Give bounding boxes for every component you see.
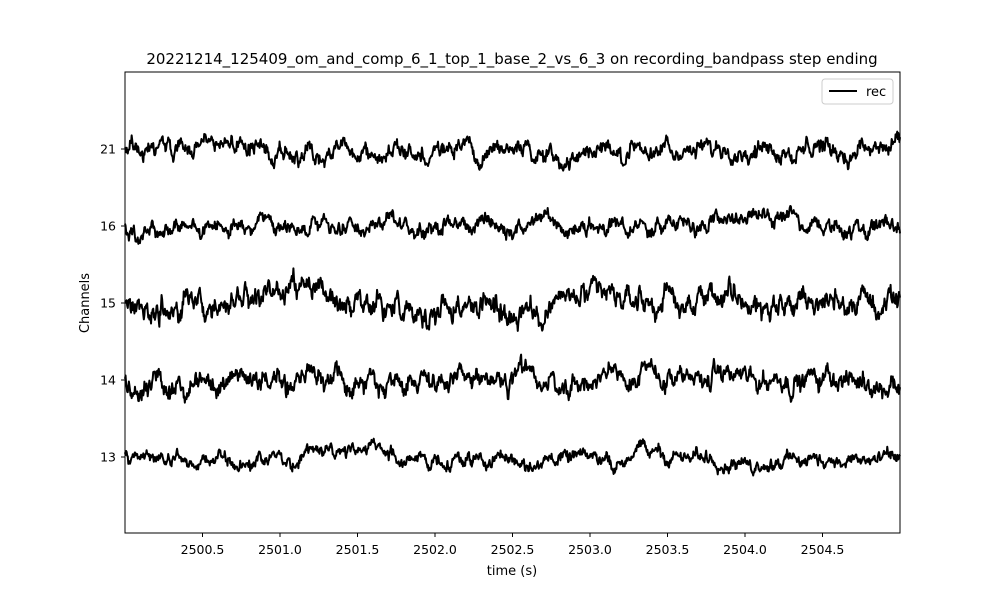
trace-channel-14 — [124, 353, 901, 404]
x-tick-label: 2501.0 — [258, 542, 302, 557]
x-tick-label: 2503.0 — [568, 542, 612, 557]
y-tick-label: 14 — [100, 373, 116, 388]
y-tick-label: 13 — [100, 450, 116, 465]
trace-channel-21 — [124, 130, 901, 172]
x-tick-label: 2500.5 — [181, 542, 225, 557]
legend-box — [821, 78, 894, 105]
y-tick-label: 15 — [100, 296, 116, 311]
y-ticks: 13 14 15 16 21 — [100, 142, 125, 465]
x-tick-label: 2503.5 — [646, 542, 690, 557]
chart-title: 20221214_125409_om_and_comp_6_1_top_1_ba… — [146, 50, 877, 69]
y-tick-label: 16 — [100, 219, 116, 234]
x-tick-label: 2504.5 — [801, 542, 845, 557]
x-tick-label: 2502.5 — [491, 542, 535, 557]
x-axis-label: time (s) — [487, 564, 537, 579]
x-tick-label: 2504.0 — [723, 542, 767, 557]
legend: rec — [821, 78, 894, 105]
x-tick-label: 2501.5 — [336, 542, 380, 557]
x-ticks: 2500.5 2501.0 2501.5 2502.0 2502.5 2503.0 2503… — [181, 533, 845, 557]
trace-channel-16 — [124, 204, 901, 245]
traces-group — [124, 130, 901, 477]
y-axis-label: Channels — [78, 273, 93, 333]
trace-channel-13 — [124, 437, 901, 477]
x-tick-label: 2502.0 — [413, 542, 457, 557]
legend-label: rec — [866, 85, 886, 100]
trace-channel-15 — [124, 267, 901, 332]
y-tick-label: 21 — [100, 142, 116, 157]
